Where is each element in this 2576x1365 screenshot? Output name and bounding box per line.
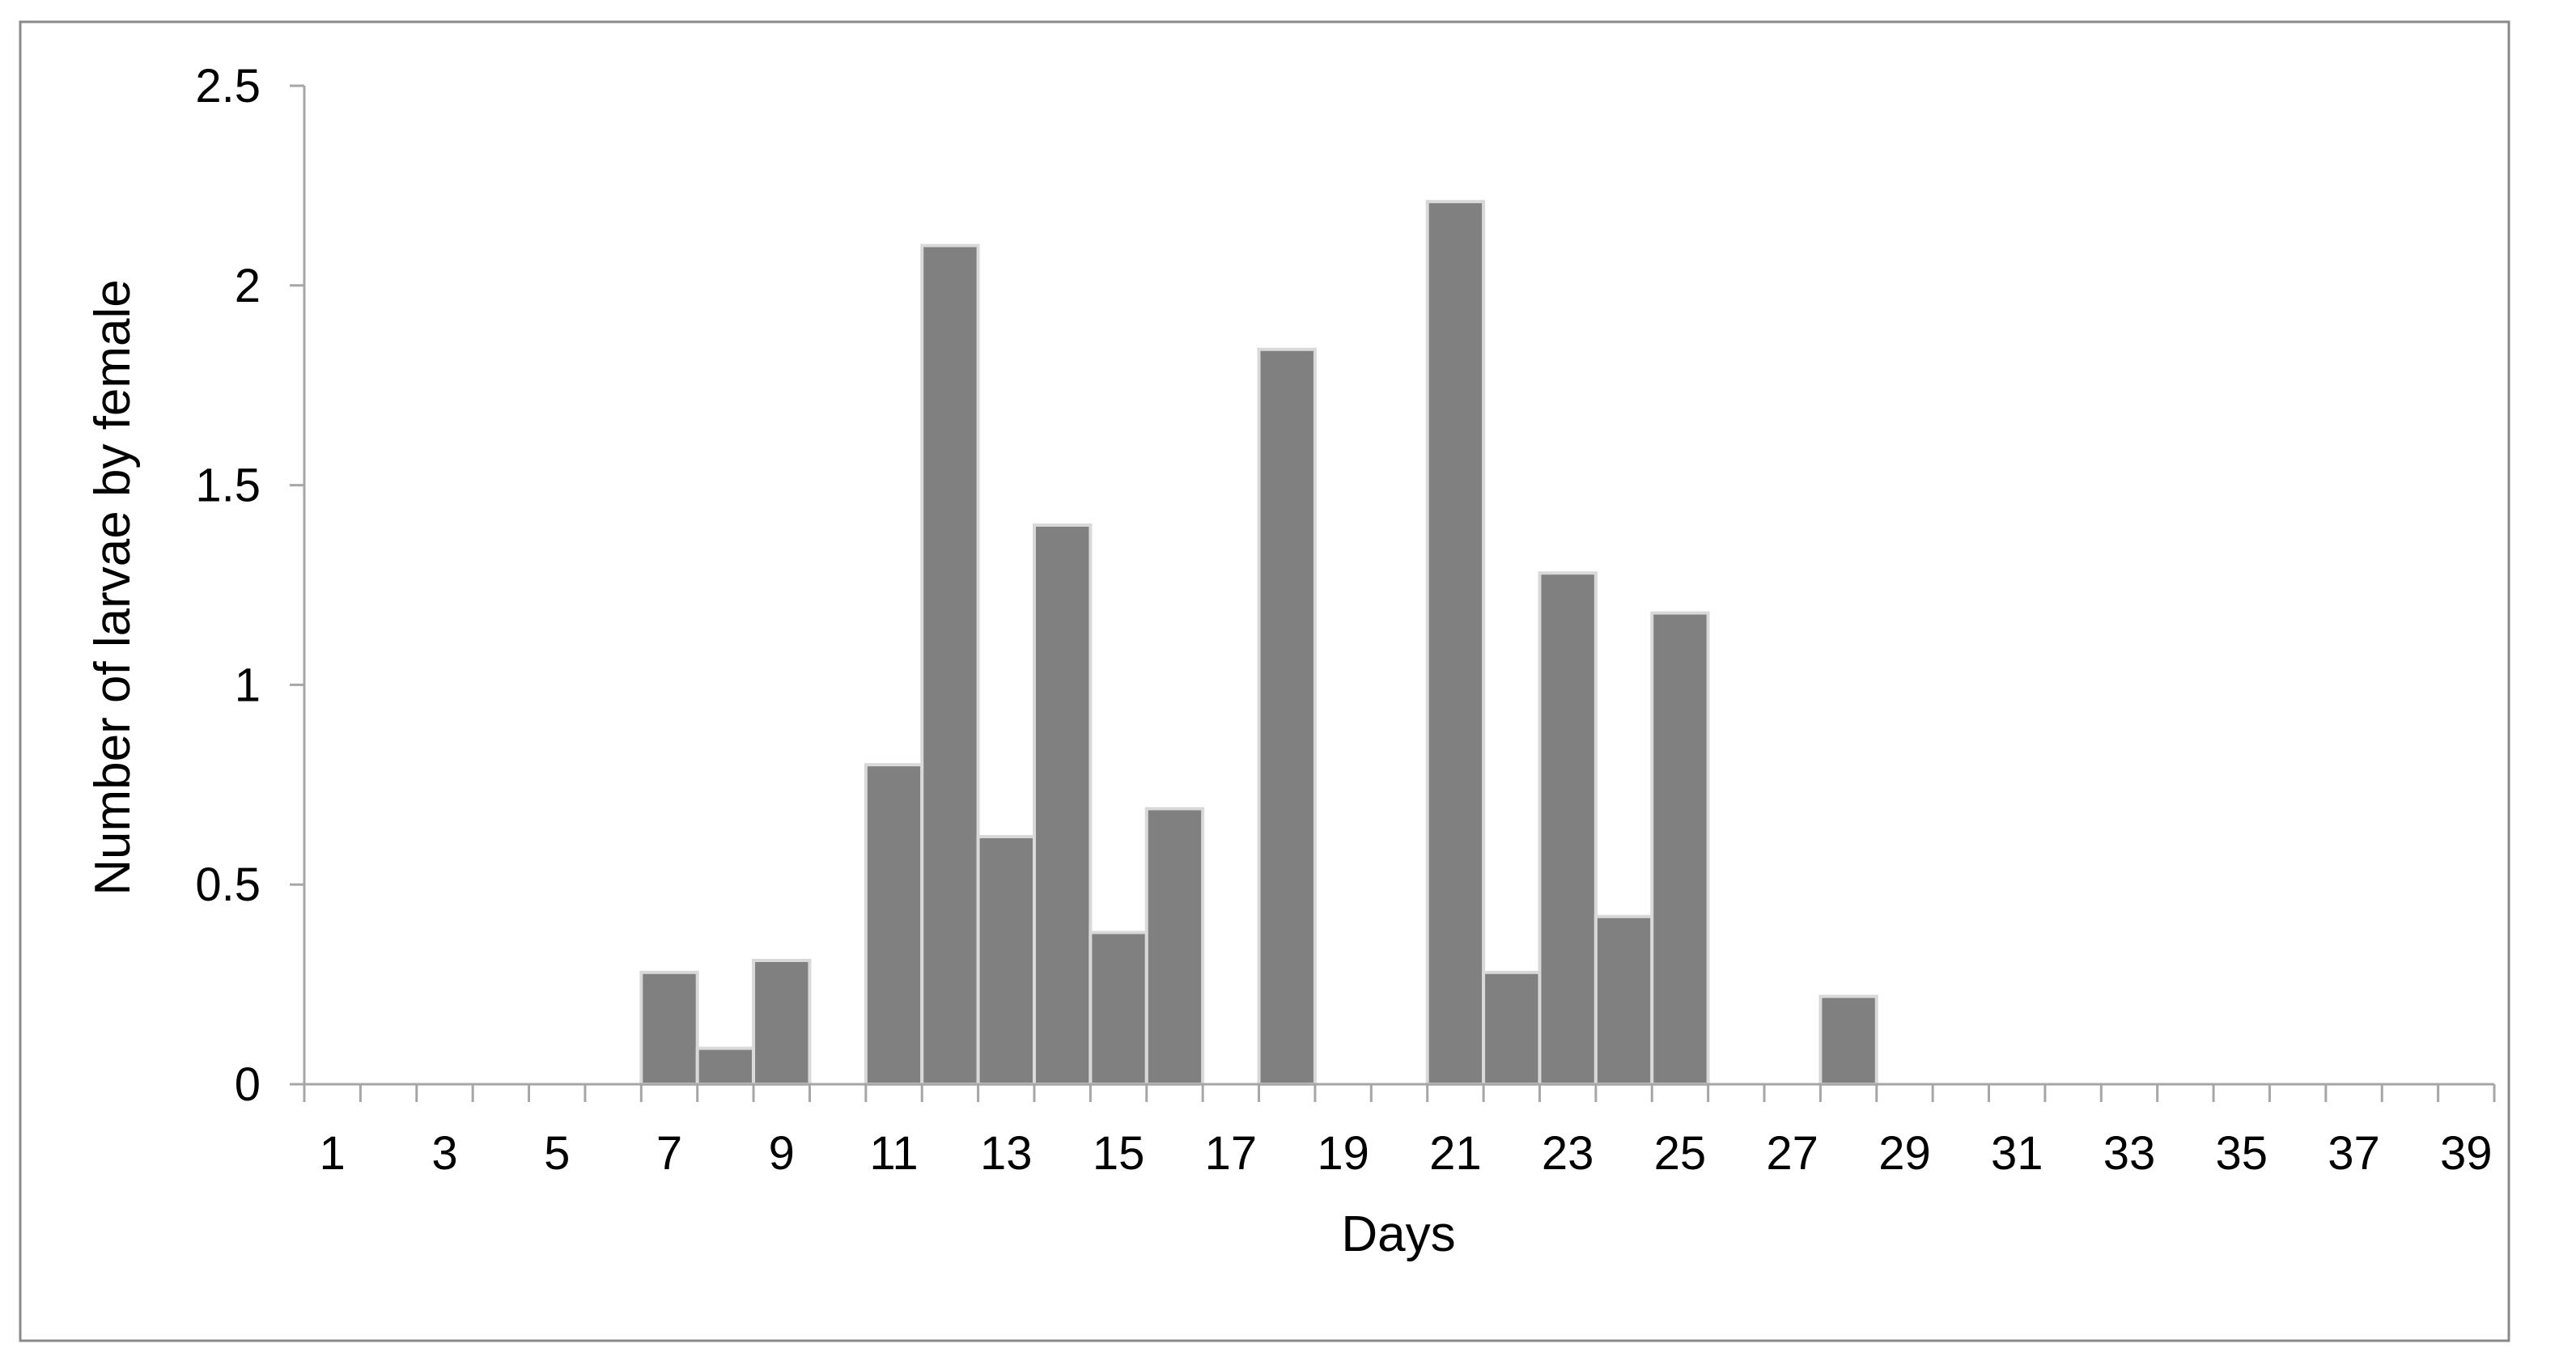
x-tick-label: 35 [2216, 1127, 2268, 1180]
bars-group [639, 200, 1878, 1087]
x-tick-label: 1 [320, 1127, 346, 1180]
y-tick-label: 2 [235, 260, 261, 312]
x-tick-label: 23 [1542, 1127, 1594, 1180]
x-tick-label: 37 [2328, 1127, 2380, 1180]
x-tick-label: 7 [656, 1127, 682, 1180]
y-tick-label: 1.5 [195, 460, 261, 512]
bar-day-25 [1650, 611, 1710, 1086]
bar-day-22 [1482, 970, 1542, 1086]
ticks-group: 00.511.522.51 3 5 7 9 11 13 15 17 19 21 23 25 27 29 31 3… [195, 60, 2496, 1180]
x-tick-label: 31 [1991, 1127, 2043, 1180]
x-tick-label: 11 [869, 1127, 918, 1180]
bar-day-14 [1033, 523, 1093, 1086]
x-tick-label: 15 [1093, 1127, 1145, 1180]
bar-day-7 [639, 970, 699, 1086]
bar-day-16 [1144, 807, 1205, 1087]
bar-day-21 [1425, 200, 1486, 1086]
x-tick-label: 5 [544, 1127, 570, 1180]
x-tick-label: 9 [769, 1127, 795, 1180]
y-tick-label: 2.5 [195, 60, 261, 112]
bar-day-18 [1257, 347, 1317, 1086]
x-tick-label: 33 [2103, 1127, 2156, 1180]
x-tick-label: 25 [1654, 1127, 1707, 1180]
bar-day-28 [1818, 994, 1878, 1086]
axes-group [303, 86, 2494, 1086]
x-tick-label: 17 [1205, 1127, 1258, 1180]
y-tick-label: 1 [235, 659, 261, 711]
bar-day-13 [976, 834, 1036, 1087]
x-tick-label: 29 [1878, 1127, 1931, 1180]
x-tick-label: 19 [1317, 1127, 1369, 1180]
bar-day-11 [864, 763, 924, 1086]
y-axis-title: Number of larvae by female [85, 279, 141, 896]
x-tick-label: 3 [431, 1127, 457, 1180]
bar-day-8 [695, 1046, 756, 1087]
x-axis-title: Days [1341, 1206, 1455, 1262]
x-tick-label: 39 [2440, 1127, 2493, 1180]
x-tick-label: 13 [980, 1127, 1033, 1180]
bar-day-24 [1594, 914, 1654, 1086]
x-tick-label: 21 [1429, 1127, 1482, 1180]
y-tick-label: 0 [235, 1058, 261, 1111]
bar-day-15 [1089, 930, 1148, 1086]
bar-day-23 [1538, 571, 1598, 1086]
x-tick-label: 27 [1766, 1127, 1818, 1180]
bar-day-12 [920, 244, 980, 1087]
y-tick-label: 0.5 [195, 858, 261, 911]
bar-day-9 [752, 958, 812, 1087]
